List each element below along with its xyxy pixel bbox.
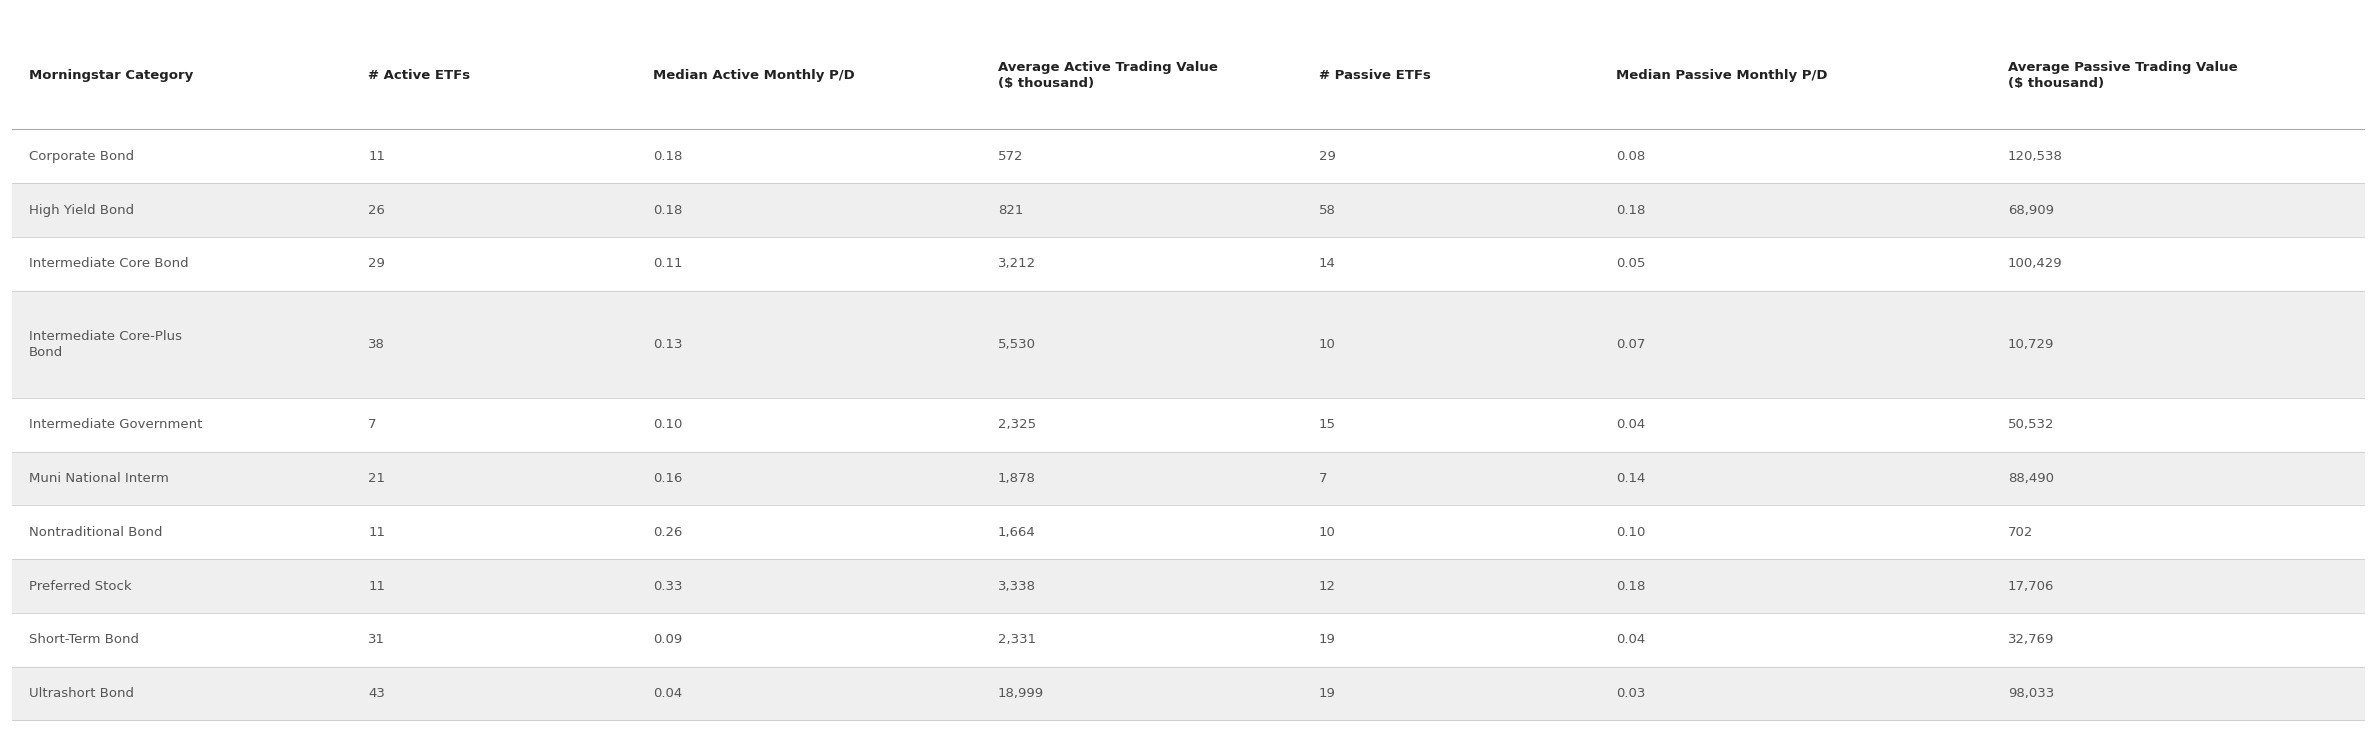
Text: Average Active Trading Value
($ thousand): Average Active Trading Value ($ thousand… <box>998 61 1219 90</box>
Text: 0.10: 0.10 <box>1616 526 1644 539</box>
Bar <box>12 667 2364 720</box>
Text: 10: 10 <box>1319 338 1335 351</box>
Text: 19: 19 <box>1319 687 1335 700</box>
Text: 7: 7 <box>368 418 378 431</box>
Text: Corporate Bond: Corporate Bond <box>29 150 133 163</box>
Text: 0.26: 0.26 <box>653 526 682 539</box>
Text: Intermediate Government: Intermediate Government <box>29 418 202 431</box>
Text: Median Passive Monthly P/D: Median Passive Monthly P/D <box>1616 69 1827 82</box>
Text: Morningstar Category: Morningstar Category <box>29 69 192 82</box>
Text: 2,331: 2,331 <box>998 634 1036 646</box>
Text: 821: 821 <box>998 204 1024 217</box>
Text: 572: 572 <box>998 150 1024 163</box>
Text: 12: 12 <box>1319 579 1335 592</box>
Text: 0.16: 0.16 <box>653 472 682 485</box>
Text: 3,212: 3,212 <box>998 257 1036 270</box>
Text: Ultrashort Bond: Ultrashort Bond <box>29 687 133 700</box>
Text: # Passive ETFs: # Passive ETFs <box>1319 69 1430 82</box>
Text: 10: 10 <box>1319 526 1335 539</box>
Text: Muni National Interm: Muni National Interm <box>29 472 169 485</box>
Bar <box>12 237 2364 290</box>
Text: 3,338: 3,338 <box>998 579 1036 592</box>
Text: 702: 702 <box>2008 526 2034 539</box>
Text: 0.10: 0.10 <box>653 418 682 431</box>
Text: 21: 21 <box>368 472 385 485</box>
Text: 19: 19 <box>1319 634 1335 646</box>
Text: 0.03: 0.03 <box>1616 687 1644 700</box>
Text: 0.04: 0.04 <box>1616 418 1644 431</box>
Text: 43: 43 <box>368 687 385 700</box>
Text: 0.13: 0.13 <box>653 338 682 351</box>
Text: Intermediate Core Bond: Intermediate Core Bond <box>29 257 188 270</box>
Text: 14: 14 <box>1319 257 1335 270</box>
Text: 26: 26 <box>368 204 385 217</box>
Text: 7: 7 <box>1319 472 1328 485</box>
Text: # Active ETFs: # Active ETFs <box>368 69 470 82</box>
Text: Preferred Stock: Preferred Stock <box>29 579 131 592</box>
Text: 98,033: 98,033 <box>2008 687 2053 700</box>
Text: 29: 29 <box>1319 150 1335 163</box>
Text: 17,706: 17,706 <box>2008 579 2055 592</box>
Text: Intermediate Core-Plus
Bond: Intermediate Core-Plus Bond <box>29 330 181 359</box>
Text: Short-Term Bond: Short-Term Bond <box>29 634 138 646</box>
Text: 32,769: 32,769 <box>2008 634 2055 646</box>
Bar <box>12 506 2364 559</box>
Text: High Yield Bond: High Yield Bond <box>29 204 133 217</box>
Bar <box>12 452 2364 506</box>
Text: 50,532: 50,532 <box>2008 418 2055 431</box>
Text: 2,325: 2,325 <box>998 418 1036 431</box>
Text: 120,538: 120,538 <box>2008 150 2062 163</box>
Text: 68,909: 68,909 <box>2008 204 2053 217</box>
Text: 0.11: 0.11 <box>653 257 682 270</box>
Text: Average Passive Trading Value
($ thousand): Average Passive Trading Value ($ thousan… <box>2008 61 2238 90</box>
Bar <box>12 183 2364 237</box>
Text: 0.18: 0.18 <box>653 150 682 163</box>
Text: 38: 38 <box>368 338 385 351</box>
Text: 88,490: 88,490 <box>2008 472 2053 485</box>
Bar <box>12 129 2364 183</box>
Text: 1,664: 1,664 <box>998 526 1036 539</box>
Text: 0.18: 0.18 <box>1616 204 1644 217</box>
Bar <box>12 290 2364 398</box>
Text: 0.07: 0.07 <box>1616 338 1644 351</box>
Text: 0.33: 0.33 <box>653 579 682 592</box>
Text: 0.18: 0.18 <box>653 204 682 217</box>
Text: 0.09: 0.09 <box>653 634 682 646</box>
Bar <box>12 613 2364 667</box>
Text: 11: 11 <box>368 579 385 592</box>
Text: 29: 29 <box>368 257 385 270</box>
Text: 58: 58 <box>1319 204 1335 217</box>
Text: 0.04: 0.04 <box>653 687 682 700</box>
Text: 15: 15 <box>1319 418 1335 431</box>
Text: 11: 11 <box>368 526 385 539</box>
Text: 10,729: 10,729 <box>2008 338 2055 351</box>
Text: 11: 11 <box>368 150 385 163</box>
Text: 1,878: 1,878 <box>998 472 1036 485</box>
Bar <box>12 398 2364 452</box>
Text: 0.08: 0.08 <box>1616 150 1644 163</box>
Text: 31: 31 <box>368 634 385 646</box>
Text: 0.14: 0.14 <box>1616 472 1644 485</box>
Text: 0.05: 0.05 <box>1616 257 1644 270</box>
Text: Nontraditional Bond: Nontraditional Bond <box>29 526 162 539</box>
Text: 5,530: 5,530 <box>998 338 1036 351</box>
Text: 18,999: 18,999 <box>998 687 1043 700</box>
Text: 0.18: 0.18 <box>1616 579 1644 592</box>
Text: 0.04: 0.04 <box>1616 634 1644 646</box>
Bar <box>12 559 2364 613</box>
Text: Median Active Monthly P/D: Median Active Monthly P/D <box>653 69 855 82</box>
Text: 100,429: 100,429 <box>2008 257 2062 270</box>
